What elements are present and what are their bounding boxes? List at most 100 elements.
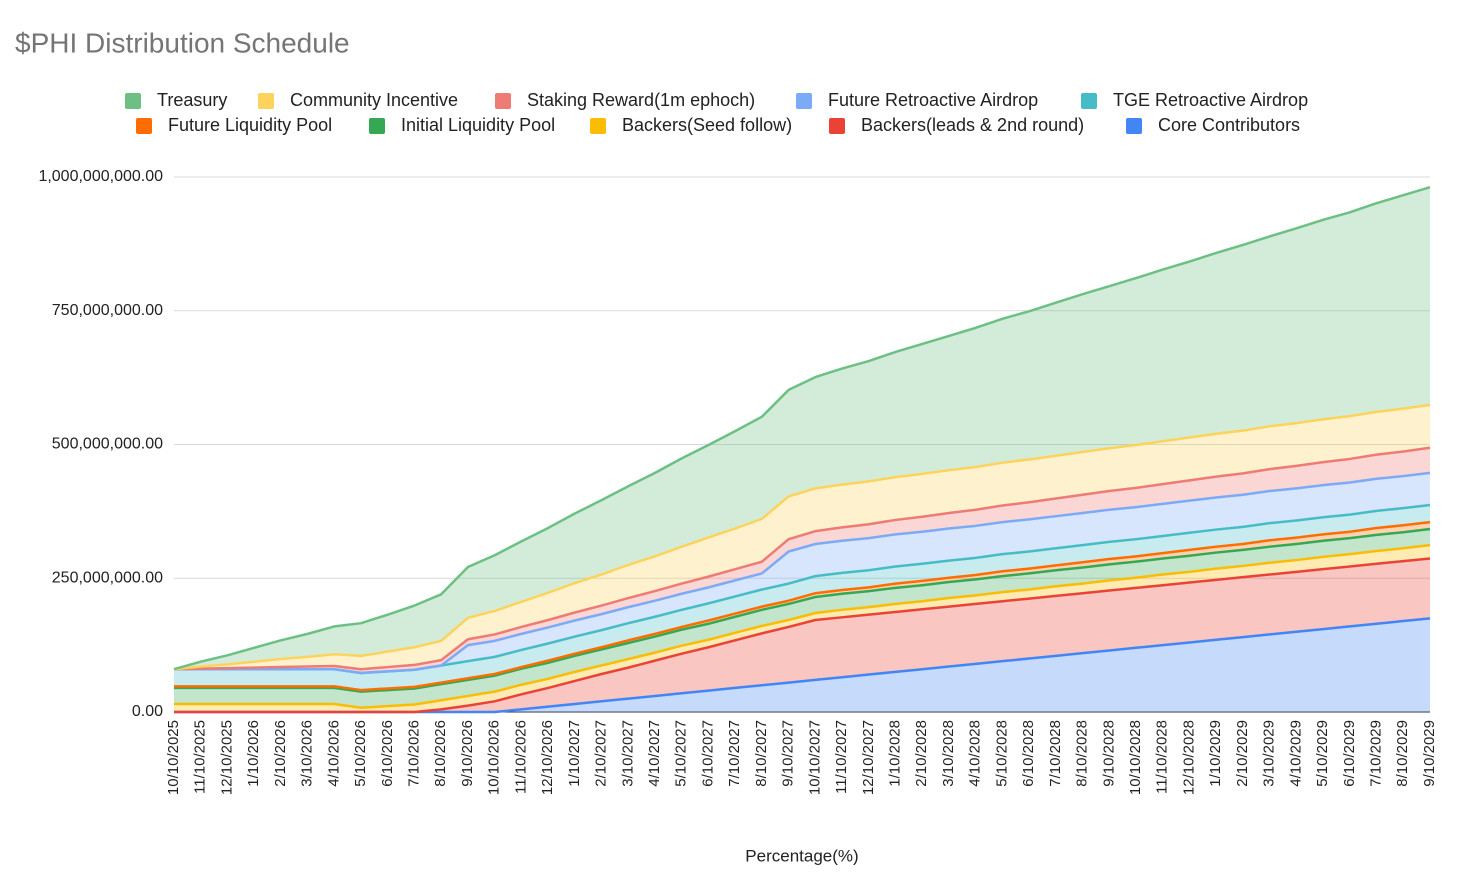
y-tick-label: 0.00 [132,703,163,720]
x-tick-label: 10/10/2026 [486,720,503,795]
legend-swatch [796,93,812,109]
legend-item: Staking Reward(1m ephoch) [495,90,755,110]
x-tick-label: 6/10/2028 [1020,720,1037,787]
y-tick-label: 250,000,000.00 [52,569,163,586]
series-line [173,403,1431,671]
x-tick-label: 7/10/2029 [1368,720,1385,787]
legend-label: Staking Reward(1m ephoch) [527,90,755,110]
series-area [174,618,1430,712]
legend-swatch [258,93,274,109]
legend-item: Backers(leads & 2nd round) [829,115,1084,135]
series-line [173,185,1431,671]
x-tick-label: 8/10/2027 [753,720,770,787]
series-area [174,522,1430,692]
legend-swatch [1126,118,1142,134]
series-line [174,520,1431,692]
areas [174,187,1430,712]
series-area [174,404,1430,670]
x-tick-label: 8/10/2026 [432,720,449,787]
x-tick-label: 4/10/2026 [325,720,342,787]
legend-item: TGE Retroactive Airdrop [1081,90,1308,110]
series-line [174,557,1431,714]
legend-swatch [495,93,511,109]
x-tick-label: 3/10/2027 [619,720,636,787]
x-tick-label: 1/10/2028 [887,720,904,787]
x-tick-label: 11/10/2027 [833,720,850,794]
x-tick-label: 7/10/2026 [405,720,422,787]
legend-label: Initial Liquidity Pool [401,115,555,135]
series-line [174,543,1431,709]
legend-label: Future Liquidity Pool [168,115,332,135]
x-tick-label: 2/10/2026 [272,720,289,787]
x-tick-label: 5/10/2026 [352,720,369,787]
x-tick-label: 2/10/2028 [913,720,930,787]
legend-swatch [1081,93,1097,109]
x-tick-label: 1/10/2029 [1207,720,1224,787]
x-tick-label: 8/10/2029 [1394,720,1411,787]
x-tick-label: 2/10/2029 [1234,720,1251,787]
legend-swatch [829,118,845,134]
x-tick-label: 11/10/2026 [512,720,529,794]
x-tick-label: 5/10/2028 [993,720,1010,787]
x-tick-label: 6/10/2027 [699,720,716,787]
x-tick-label: 10/10/2027 [806,720,823,795]
legend-label: Future Retroactive Airdrop [828,90,1038,110]
legend-label: Treasury [157,90,227,110]
y-tick-label: 750,000,000.00 [52,302,163,319]
legend-label: Backers(leads & 2nd round) [861,115,1084,135]
series-area [174,545,1430,712]
x-tick-label: 5/10/2027 [673,720,690,787]
x-tick-label: 7/10/2028 [1047,720,1064,787]
legend-swatch [369,118,385,134]
y-tick-label: 1,000,000,000.00 [38,168,163,185]
series-area [174,529,1430,708]
chart-title: $PHI Distribution Schedule [15,27,350,58]
legend-item: Future Retroactive Airdrop [796,90,1038,110]
series-area [174,558,1430,712]
legend-item: Core Contributors [1126,115,1300,135]
x-axis-label: Percentage(%) [745,846,858,865]
legend-label: TGE Retroactive Airdrop [1113,90,1308,110]
x-tick-label: 2/10/2027 [593,720,610,787]
x-tick-label: 12/10/2025 [218,720,235,795]
x-tick-label: 5/10/2029 [1314,720,1331,787]
series-area [174,504,1430,691]
x-tick-label: 3/10/2026 [299,720,316,787]
legend-item: Future Liquidity Pool [136,115,332,135]
x-tick-label: 1/10/2027 [566,720,583,787]
x-tick-label: 10/10/2028 [1127,720,1144,795]
legend-swatch [125,93,141,109]
x-tick-label: 3/10/2028 [940,720,957,787]
legend-item: Treasury [125,90,227,110]
series-area [174,472,1430,673]
x-tick-label: 7/10/2027 [726,720,743,787]
x-tick-label: 6/10/2026 [379,720,396,787]
series-line [174,471,1431,675]
y-tick-label: 500,000,000.00 [52,436,163,453]
series-line [173,446,1431,671]
x-tick-label: 8/10/2028 [1074,720,1091,787]
legend-label: Backers(Seed follow) [622,115,792,135]
legend-item: Backers(Seed follow) [590,115,792,135]
x-tick-label: 4/10/2029 [1287,720,1304,787]
legend-item: Initial Liquidity Pool [369,115,555,135]
x-tick-label: 9/10/2028 [1100,720,1117,787]
series-area [174,187,1430,670]
legend-swatch [136,118,152,134]
x-tick-label: 6/10/2029 [1341,720,1358,787]
legend-swatch [590,118,606,134]
x-tick-label: 12/10/2026 [539,720,556,795]
lines [173,185,1431,714]
x-tick-label: 3/10/2029 [1261,720,1278,787]
x-tick-label: 12/10/2027 [860,720,877,795]
legend-label: Community Incentive [290,90,458,110]
x-tick-label: 12/10/2028 [1180,720,1197,795]
x-tick-label: 9/10/2027 [780,720,797,787]
legend-label: Core Contributors [1158,115,1300,135]
x-tick-label: 4/10/2027 [646,720,663,787]
series-area [174,447,1430,673]
x-tick-label: 1/10/2026 [245,720,262,787]
x-tick-label: 10/10/2025 [165,720,182,795]
x-tick-label: 11/10/2028 [1154,720,1171,794]
